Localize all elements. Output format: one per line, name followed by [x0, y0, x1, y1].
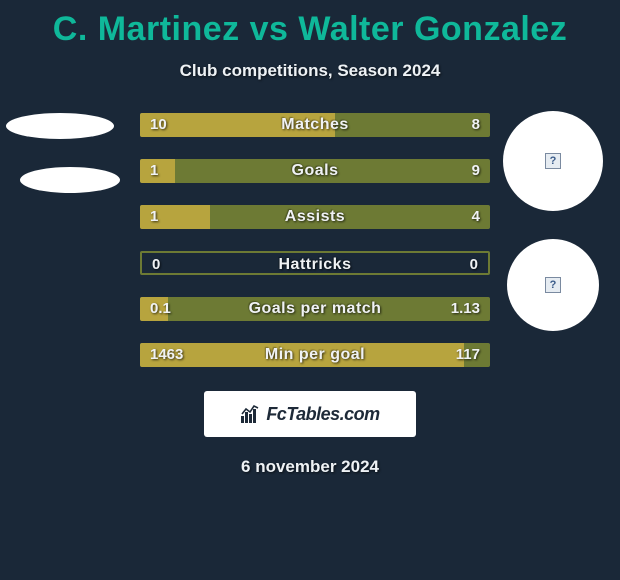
- player1-avatar-placeholder: [6, 113, 114, 139]
- stat-bars: 10Matches8 1Goals9 1Assists4 0Hattricks0 0.1…: [140, 113, 490, 389]
- comparison-subtitle: Club competitions, Season 2024: [0, 61, 620, 81]
- stat-value-right: 9: [472, 159, 480, 183]
- stat-row: 10Matches8: [140, 113, 490, 137]
- placeholder-icon: [545, 277, 561, 293]
- vs-label: vs: [250, 10, 289, 48]
- stat-row: 0.1Goals per match1.13: [140, 297, 490, 321]
- brand-text: FcTables.com: [266, 404, 379, 425]
- player2-name: Walter Gonzalez: [298, 10, 567, 48]
- stat-value-right: 8: [472, 113, 480, 137]
- player2-avatar-column: [498, 111, 608, 331]
- stat-value-right: 4: [472, 205, 480, 229]
- stat-row: 1Assists4: [140, 205, 490, 229]
- stat-label: Assists: [140, 205, 490, 229]
- player2-avatar-placeholder: [503, 111, 603, 211]
- stat-row: 0Hattricks0: [140, 251, 490, 275]
- stat-label: Min per goal: [140, 343, 490, 367]
- player1-name: C. Martinez: [53, 10, 240, 48]
- player2-team-avatar-placeholder: [507, 239, 599, 331]
- stat-value-right: 0: [470, 253, 478, 273]
- player1-team-avatar-placeholder: [20, 167, 120, 193]
- stat-label: Goals per match: [140, 297, 490, 321]
- stat-label: Matches: [140, 113, 490, 137]
- brand-logo-icon: [240, 404, 260, 424]
- placeholder-icon: [545, 153, 561, 169]
- stat-value-right: 117: [456, 343, 480, 367]
- comparison-title: C. Martinez vs Walter Gonzalez: [0, 0, 620, 49]
- stat-row: 1Goals9: [140, 159, 490, 183]
- stat-label: Hattricks: [142, 253, 488, 273]
- stat-value-right: 1.13: [451, 297, 480, 321]
- stat-label: Goals: [140, 159, 490, 183]
- brand-badge[interactable]: FcTables.com: [204, 391, 416, 437]
- date-label: 6 november 2024: [0, 457, 620, 477]
- comparison-chart: 10Matches81Goals91Assists40Hattricks00.1…: [0, 119, 620, 379]
- stat-row: 1463Min per goal117: [140, 343, 490, 367]
- player1-avatar-column: [6, 113, 126, 193]
